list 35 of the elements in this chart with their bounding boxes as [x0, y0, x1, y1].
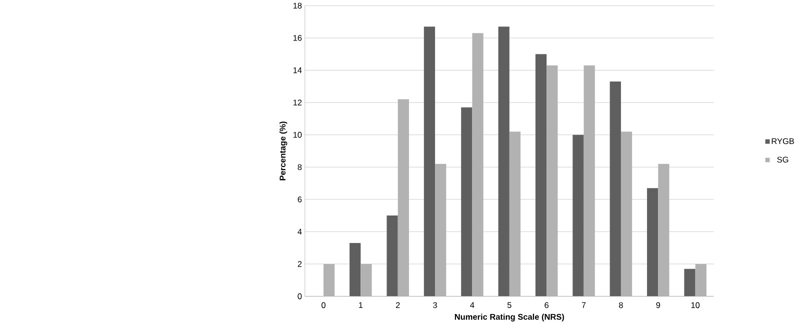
y-tick-label: 4: [298, 228, 302, 234]
bar: [424, 26, 436, 296]
bar: [386, 215, 398, 296]
x-tick-label: 3: [433, 302, 437, 308]
y-tick-label: 14: [293, 67, 302, 73]
x-tick-label: 2: [396, 302, 400, 308]
y-axis-title: Percentage (%): [279, 122, 288, 180]
x-tick-label: 5: [507, 302, 512, 308]
y-tick-label: 12: [293, 100, 302, 106]
legend-label: RYGB: [772, 138, 794, 144]
y-tick-label: 10: [293, 132, 302, 138]
x-tick-label: 6: [544, 302, 549, 308]
y-tick-label: 0: [298, 293, 302, 300]
y-tick-label: 6: [298, 196, 302, 202]
y-tick-label: 8: [298, 164, 302, 170]
x-tick-label: 7: [582, 302, 586, 308]
bar: [647, 188, 658, 296]
x-tick-label: 4: [470, 302, 474, 308]
bar: [684, 268, 696, 296]
x-tick-label: 0: [322, 302, 326, 308]
x-tick-label: 1: [359, 302, 363, 308]
legend-label: SG: [777, 156, 788, 162]
bar: [350, 242, 361, 296]
y-tick-label: 2: [298, 261, 302, 267]
y-tick-label: 16: [293, 34, 302, 41]
bar: [498, 26, 510, 296]
x-axis-title: Numeric Rating Scale (NRS): [454, 314, 564, 322]
x-tick-label: 9: [656, 302, 660, 308]
bar: [461, 107, 472, 296]
y-tick-label: 18: [293, 2, 302, 8]
x-tick-label: 10: [691, 302, 700, 308]
bar: [572, 134, 584, 296]
x-tick-label: 8: [619, 302, 623, 308]
bar: [535, 54, 547, 296]
bar: [610, 81, 621, 296]
